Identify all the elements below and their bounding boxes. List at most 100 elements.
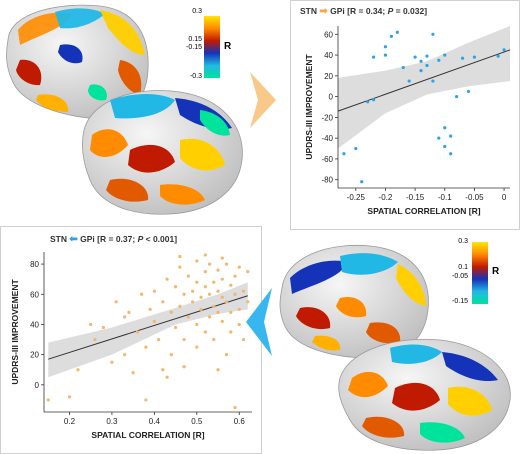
- data-point: [224, 300, 229, 304]
- data-point: [401, 65, 405, 70]
- data-point: [110, 360, 114, 364]
- arrow-left-small-icon: ⬅: [69, 234, 78, 245]
- data-point: [165, 375, 169, 379]
- x-tick-label: 0.5: [191, 417, 203, 426]
- x-tick-label: 0.2: [64, 417, 76, 426]
- data-point: [389, 34, 393, 38]
- data-point: [144, 398, 148, 402]
- data-point: [246, 270, 250, 274]
- data-point: [220, 256, 224, 260]
- data-point: [190, 300, 195, 304]
- data-point: [195, 259, 199, 263]
- data-point: [229, 330, 233, 334]
- data-point: [342, 152, 346, 156]
- data-point: [237, 322, 241, 327]
- data-point: [207, 292, 212, 296]
- data-point: [173, 325, 178, 330]
- colorbar-top-tick: -0.3: [189, 73, 202, 80]
- data-point: [195, 345, 199, 349]
- y-axis-label: UPDRS-III IMPROVEMENT: [304, 54, 314, 160]
- data-point: [114, 300, 118, 304]
- data-point: [241, 289, 246, 293]
- data-point: [203, 330, 207, 334]
- data-point: [186, 315, 190, 319]
- colorbar-bottom: 0.3 0.1 -0.05 -0.15 R: [446, 238, 516, 310]
- data-point: [190, 289, 195, 293]
- data-point: [186, 274, 190, 278]
- chart-top-title-prefix: STN: [300, 6, 317, 16]
- data-point: [354, 146, 358, 151]
- data-point: [371, 98, 376, 102]
- data-point: [437, 58, 441, 62]
- data-point: [173, 285, 178, 289]
- data-point: [216, 310, 220, 314]
- data-point: [152, 289, 156, 293]
- data-point: [199, 307, 203, 311]
- brain-lateral-view-top: [82, 90, 243, 215]
- data-point: [203, 253, 207, 257]
- y-tick-label: -20: [321, 113, 333, 122]
- data-point: [178, 304, 182, 308]
- data-point: [229, 310, 233, 314]
- data-point: [178, 265, 182, 269]
- data-point: [67, 395, 72, 399]
- data-point: [216, 289, 220, 293]
- data-point: [101, 325, 106, 330]
- data-point: [216, 368, 220, 372]
- data-point: [425, 63, 429, 68]
- y-tick-label: 20: [30, 351, 39, 360]
- colorbar-top-label: R: [224, 41, 232, 52]
- arrow-right-icon: [250, 72, 276, 128]
- data-point: [220, 295, 224, 299]
- data-point: [383, 45, 388, 49]
- colorbar-top-tick: 0.15: [188, 36, 202, 43]
- data-point: [178, 254, 182, 259]
- data-point: [165, 277, 169, 281]
- y-tick-label: 20: [324, 72, 333, 81]
- data-point: [199, 295, 203, 299]
- arrow-left-icon: [246, 288, 272, 356]
- y-tick-label: 60: [324, 30, 333, 39]
- data-point: [161, 300, 165, 304]
- data-point: [152, 319, 156, 324]
- x-tick-label: -0.1: [438, 193, 452, 202]
- data-point: [195, 280, 199, 284]
- data-point: [449, 134, 453, 138]
- data-point: [140, 292, 144, 296]
- data-point: [216, 268, 220, 272]
- data-point: [182, 292, 186, 296]
- data-point: [395, 30, 399, 34]
- brain-render-top: [6, 4, 243, 215]
- data-point: [148, 307, 152, 311]
- chart-bottom-title-p: < 0.001]: [145, 234, 178, 244]
- data-point: [224, 262, 229, 266]
- chart-top-title: STN ➡ GPi [R = 0.34; P = 0.032]: [300, 6, 520, 17]
- x-tick-label: -0.15: [406, 193, 425, 202]
- y-tick-label: 60: [30, 290, 39, 299]
- data-point: [455, 95, 459, 99]
- x-tick-label: -0.25: [347, 193, 366, 202]
- chart-bottom-title-p-symbol: P: [137, 234, 144, 244]
- data-point: [443, 144, 447, 149]
- y-tick-label: -80: [321, 176, 333, 185]
- colorbar-bottom-tick: -0.15: [452, 298, 468, 305]
- data-point: [135, 330, 139, 334]
- brain-lateral-view-bottom: [338, 338, 511, 451]
- data-point: [383, 53, 388, 57]
- data-point: [360, 180, 364, 184]
- data-point: [371, 55, 376, 59]
- data-point: [182, 337, 186, 342]
- data-point: [212, 337, 216, 342]
- colorbar-top-tick: -0.15: [186, 44, 202, 51]
- y-tick-label: 40: [324, 51, 333, 60]
- data-point: [131, 371, 135, 375]
- colorbar-bottom-gradient: [472, 242, 488, 304]
- data-point: [127, 310, 131, 314]
- data-point: [123, 315, 127, 319]
- data-point: [212, 304, 216, 308]
- data-point: [195, 322, 199, 327]
- data-point: [229, 283, 233, 287]
- data-point: [449, 152, 453, 156]
- chart-top-title-target: GPi: [330, 6, 345, 16]
- data-point: [443, 53, 447, 57]
